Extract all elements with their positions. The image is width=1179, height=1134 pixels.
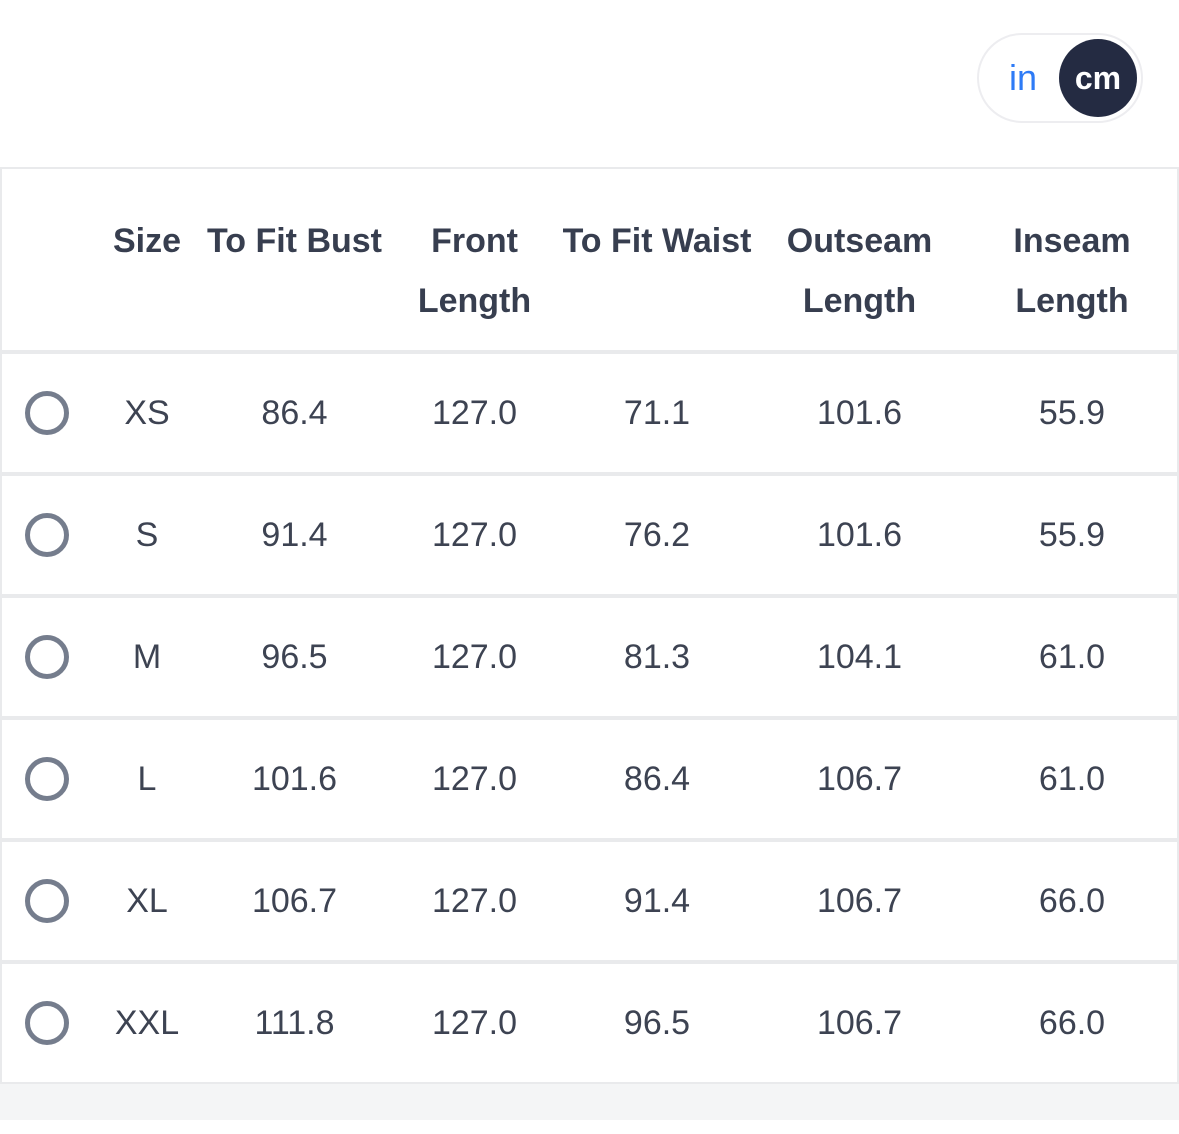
table-header: Size To Fit Bust Front Length To Fit Wai… — [2, 169, 1177, 350]
unit-in-button[interactable]: in — [979, 57, 1059, 99]
to-fit-bust-value: 106.7 — [251, 881, 338, 920]
front-length-value: 127.0 — [431, 759, 518, 798]
outseam-length-value: 101.6 — [816, 515, 903, 554]
to-fit-bust-value: 111.8 — [254, 1003, 335, 1042]
size-radio-m[interactable] — [25, 635, 69, 679]
inseam-length-value: 55.9 — [1038, 515, 1106, 554]
radio-cell — [2, 391, 92, 435]
to-fit-bust-value: 101.6 — [251, 759, 338, 798]
outseam-length-value: 106.7 — [816, 881, 903, 920]
outseam-length-value: 101.6 — [816, 393, 903, 432]
to-fit-bust-value: 96.5 — [261, 637, 328, 676]
front-length-value: 127.0 — [431, 1003, 518, 1042]
size-label: XS — [124, 393, 170, 432]
size-radio-xxl[interactable] — [25, 1001, 69, 1045]
size-radio-xs[interactable] — [25, 391, 69, 435]
size-radio-xl[interactable] — [25, 879, 69, 923]
table-row-xl[interactable]: XL 106.7 127.0 91.4 106.7 66.0 — [2, 842, 1177, 960]
size-label: XL — [126, 881, 168, 920]
col-header-radio — [2, 169, 92, 211]
radio-cell — [2, 757, 92, 801]
to-fit-waist-value: 91.4 — [623, 881, 691, 920]
inseam-length-value: 61.0 — [1038, 637, 1106, 676]
outseam-length-value: 104.1 — [816, 637, 903, 676]
outseam-length-value: 106.7 — [816, 759, 903, 798]
size-label: M — [132, 637, 162, 676]
table-row-xxl[interactable]: XXL 111.8 127.0 96.5 106.7 66.0 — [2, 964, 1177, 1082]
inseam-length-value: 66.0 — [1038, 1003, 1106, 1042]
size-radio-s[interactable] — [25, 513, 69, 557]
size-table: Size To Fit Bust Front Length To Fit Wai… — [0, 167, 1179, 1084]
to-fit-waist-value: 86.4 — [623, 759, 691, 798]
inseam-length-value: 66.0 — [1038, 881, 1106, 920]
front-length-value: 127.0 — [431, 515, 518, 554]
table-row-s[interactable]: S 91.4 127.0 76.2 101.6 55.9 — [2, 476, 1177, 594]
front-length-value: 127.0 — [431, 393, 518, 432]
col-header-front-length: Front Length — [417, 222, 532, 320]
to-fit-bust-value: 86.4 — [261, 393, 328, 432]
inseam-length-value: 61.0 — [1038, 759, 1106, 798]
radio-cell — [2, 879, 92, 923]
col-header-to-fit-waist: To Fit Waist — [562, 222, 752, 260]
to-fit-bust-value: 91.4 — [261, 515, 328, 554]
table-row-xs[interactable]: XS 86.4 127.0 71.1 101.6 55.9 — [2, 354, 1177, 472]
col-header-size: Size — [112, 222, 182, 260]
front-length-value: 127.0 — [431, 637, 518, 676]
radio-cell — [2, 635, 92, 679]
size-label: L — [137, 759, 157, 798]
size-radio-l[interactable] — [25, 757, 69, 801]
col-header-to-fit-bust: To Fit Bust — [207, 222, 382, 260]
size-label: XXL — [114, 1003, 180, 1042]
radio-cell — [2, 513, 92, 557]
unit-cm-button[interactable]: cm — [1059, 39, 1137, 117]
inseam-length-value: 55.9 — [1038, 393, 1106, 432]
to-fit-waist-value: 96.5 — [623, 1003, 691, 1042]
bottom-strip — [0, 1084, 1179, 1120]
outseam-length-value: 106.7 — [816, 1003, 903, 1042]
radio-cell — [2, 1001, 92, 1045]
table-row-l[interactable]: L 101.6 127.0 86.4 106.7 61.0 — [2, 720, 1177, 838]
to-fit-waist-value: 76.2 — [623, 515, 691, 554]
table-row-m[interactable]: M 96.5 127.0 81.3 104.1 61.0 — [2, 598, 1177, 716]
to-fit-waist-value: 81.3 — [623, 637, 691, 676]
to-fit-waist-value: 71.1 — [623, 393, 691, 432]
size-label: S — [135, 515, 159, 554]
unit-toggle: in cm — [977, 33, 1143, 123]
col-header-inseam-length: Inseam Length — [1013, 222, 1131, 320]
front-length-value: 127.0 — [431, 881, 518, 920]
col-header-outseam-length: Outseam Length — [786, 222, 933, 320]
